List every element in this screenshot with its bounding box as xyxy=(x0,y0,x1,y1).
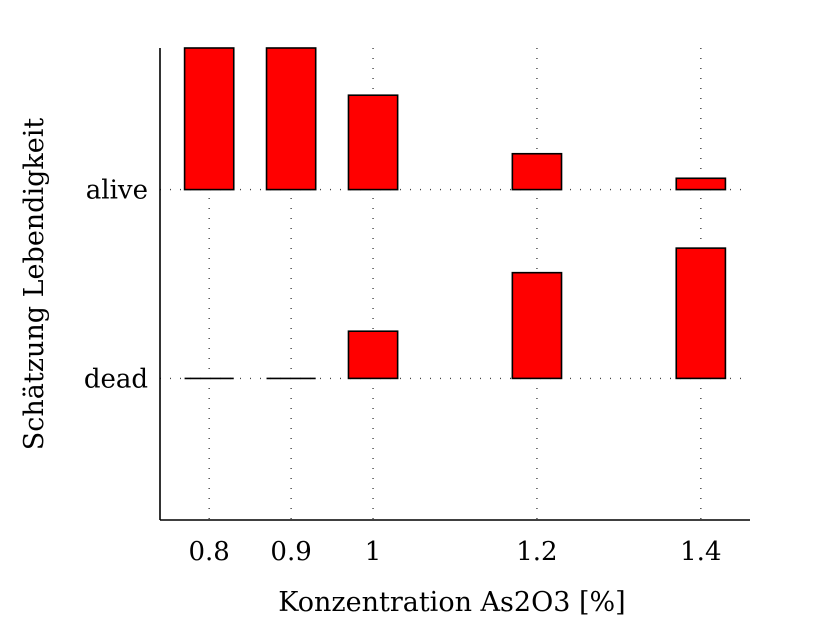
x-tick-label-0.8: 0.8 xyxy=(188,537,229,567)
bar-alive-1 xyxy=(347,94,399,191)
x-tick-label-0.9: 0.9 xyxy=(270,537,311,567)
bar-alive-0.8 xyxy=(183,47,235,191)
bar-dead-1 xyxy=(347,330,399,380)
x-tick-label-1.4: 1.4 xyxy=(680,537,721,567)
y-tick-label-alive: alive xyxy=(86,176,148,206)
x-axis-label: Konzentration As2O3 [%] xyxy=(278,587,625,618)
bar-alive-1.2 xyxy=(511,152,563,191)
y-axis-label: Schätzung Lebendigkeit xyxy=(19,118,50,451)
x-tick-label-1: 1 xyxy=(365,537,382,567)
y-tick-label-dead: dead xyxy=(84,364,148,394)
x-tick-labels: 0.8 0.9 1 1.2 1.4 xyxy=(188,537,721,567)
bar-alive-1.4 xyxy=(675,177,727,191)
x-tick-label-1.2: 1.2 xyxy=(516,537,557,567)
bar-dead-1.2 xyxy=(511,271,563,380)
bars xyxy=(183,47,727,380)
grid-lines xyxy=(160,48,750,520)
y-tick-labels: dead alive xyxy=(84,176,148,395)
bar-alive-0.9 xyxy=(265,47,317,191)
bar-dead-1.4 xyxy=(675,247,727,380)
